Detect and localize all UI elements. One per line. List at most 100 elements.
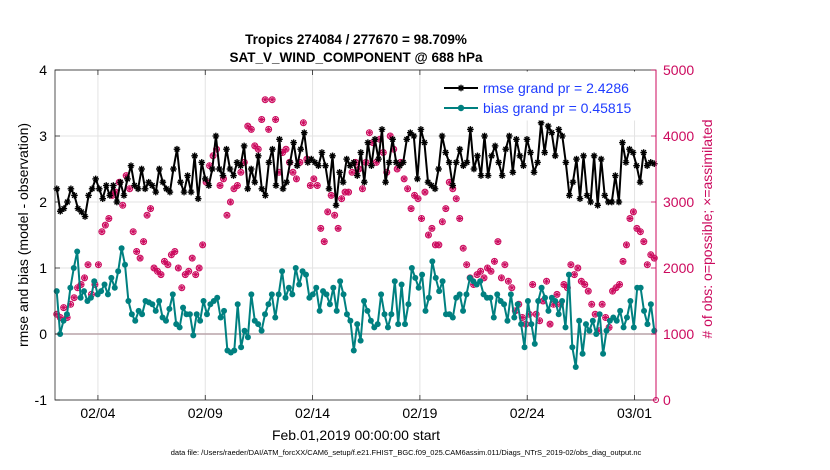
obs-assimilated-point-stroke: [617, 282, 622, 287]
rmse-point: [442, 149, 449, 156]
bias-point: [586, 327, 593, 334]
bias-point: [91, 278, 98, 285]
rmse-point-stroke: [361, 179, 368, 186]
chart-title: Tropics 274084 / 277670 = 98.709%: [245, 32, 467, 47]
rmse-point: [537, 119, 545, 127]
obs-assimilated-point-stroke: [422, 189, 428, 195]
y-axis: -1 0 1 2 3 4: [35, 62, 60, 408]
rmse-point: [315, 162, 322, 169]
rmse-point: [562, 159, 570, 166]
bias-point: [559, 298, 566, 304]
rmse-point: [283, 178, 290, 186]
bias-point: [265, 301, 272, 308]
obs-assimilated-point-stroke: [102, 222, 108, 228]
obs-assimilated-point-stroke: [373, 159, 379, 165]
obs-assimilated-point-stroke: [175, 265, 181, 271]
obs-assimilated-point-stroke: [623, 242, 629, 248]
rmse-point-stroke: [135, 185, 141, 192]
bias-point: [562, 324, 569, 331]
obs-assimilated-point: [637, 228, 644, 235]
obs-assimilated-point-stroke: [95, 262, 101, 268]
bias-point: [378, 291, 385, 298]
bias-point: [402, 321, 409, 328]
obs-assimilated-point: [553, 291, 560, 298]
bias-point: [576, 317, 583, 324]
rmse-point-stroke: [142, 185, 148, 192]
bias-point: [197, 317, 204, 324]
rmse-point-stroke: [357, 149, 364, 156]
rmse-point-stroke: [403, 136, 410, 143]
obs-assimilated-point: [185, 268, 192, 275]
rmse-point-stroke: [92, 176, 99, 182]
obs-assimilated-point: [157, 271, 164, 278]
obs-assimilated-point: [102, 222, 109, 229]
rmse-point: [601, 192, 609, 199]
obs-assimilated-point-stroke: [339, 196, 345, 202]
obs-assimilated-point-stroke: [85, 262, 91, 268]
bias-point: [436, 288, 443, 295]
obs-assimilated-point-stroke: [457, 216, 463, 221]
obs-assimilated-point: [439, 218, 446, 225]
rmse-point-stroke: [297, 146, 304, 153]
bias-point: [395, 321, 402, 328]
obs-assimilated-point-stroke: [106, 216, 112, 221]
bias-point: [289, 291, 296, 298]
bias-point: [535, 298, 542, 304]
rmse-point-stroke: [78, 209, 85, 215]
bias-point: [248, 291, 255, 298]
obs-assimilated-point: [425, 232, 432, 238]
obs-assimilated-point-stroke: [318, 225, 324, 231]
x-axis-label: Feb.01,2019 00:00:00 start: [272, 427, 440, 443]
rmse-point: [212, 132, 220, 140]
obs-assimilated-point: [418, 215, 425, 222]
obs-assimilated-point: [508, 284, 515, 291]
rmse-point-stroke: [89, 185, 95, 192]
rmse-point: [194, 195, 202, 202]
bias-point: [330, 284, 337, 291]
rmse-point: [329, 152, 336, 160]
bias-point: [572, 364, 579, 370]
bias-point: [285, 284, 292, 291]
obs-assimilated-point: [335, 225, 342, 232]
obs-assimilated-point-stroke: [290, 169, 296, 175]
rmse-point-stroke: [216, 166, 223, 172]
obs-assimilated-point: [248, 126, 255, 133]
rmse-point-stroke: [619, 139, 626, 146]
obs-assimilated-point-stroke: [273, 117, 279, 122]
obs-assimilated-point: [408, 205, 415, 212]
rmse-point: [559, 132, 566, 140]
obs-assimilated-point: [481, 274, 488, 281]
rmse-point: [78, 208, 85, 216]
obs-assimilated-point: [255, 146, 262, 153]
rmse-point: [258, 185, 266, 193]
bias-point: [81, 288, 88, 295]
bias-point: [87, 294, 94, 301]
bias-point: [623, 314, 630, 321]
y2-tick-label: 4000: [663, 128, 694, 144]
obs-assimilated-point: [178, 284, 185, 291]
rmse-point-stroke: [502, 146, 509, 153]
bias-point: [67, 284, 74, 291]
obs-assimilated-point-stroke: [436, 242, 442, 248]
obs-assimilated-point-stroke: [603, 315, 609, 320]
bias-point: [381, 311, 388, 318]
rmse-point: [594, 202, 601, 209]
obs-assimilated-point-stroke: [144, 212, 150, 218]
rmse-point: [60, 205, 68, 212]
rmse-point-stroke: [446, 159, 453, 166]
rmse-point-stroke: [520, 162, 527, 169]
rmse-line: [55, 121, 655, 218]
obs-assimilated-point-stroke: [491, 258, 497, 264]
obs-assimilated-point-stroke: [307, 183, 313, 188]
obs-assimilated-point: [140, 238, 147, 245]
obs-assimilated-point-stroke: [71, 295, 77, 301]
rmse-point: [523, 136, 531, 143]
bias-point: [166, 305, 173, 312]
rmse-point-stroke: [386, 159, 392, 166]
obs-assimilated-point: [585, 288, 592, 295]
rmse-point-stroke: [453, 159, 460, 166]
obs-assimilated-point-stroke: [446, 179, 452, 185]
bias-point: [77, 294, 84, 301]
rmse-point-stroke: [548, 129, 555, 136]
rmse-point-stroke: [467, 126, 474, 133]
